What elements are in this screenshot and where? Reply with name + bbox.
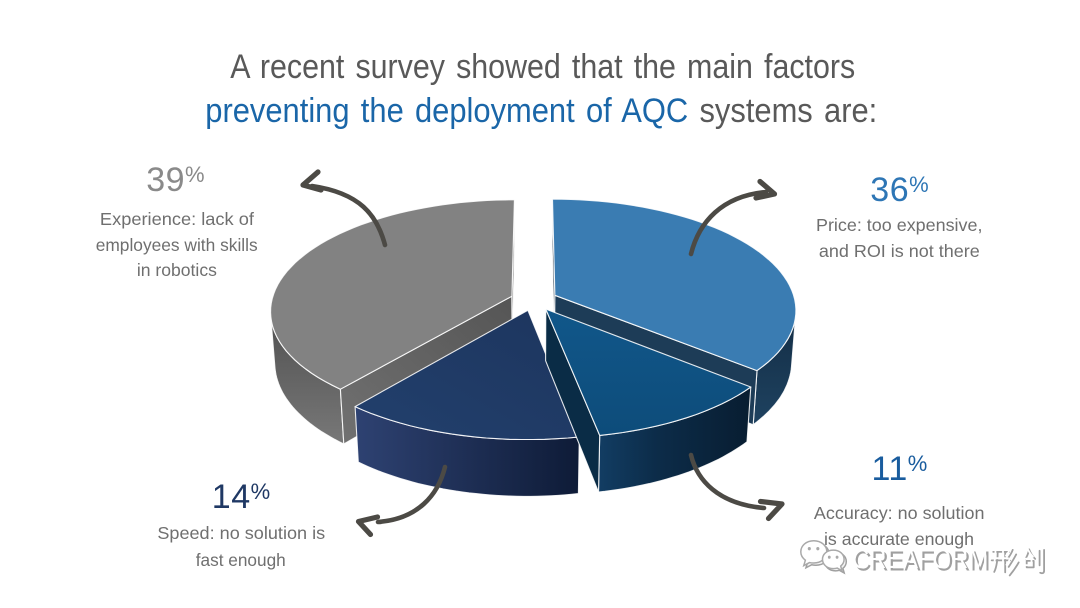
- svg-text:CREAFORM: CREAFORM: [854, 545, 990, 576]
- svg-text:CREAFORM: CREAFORM: [852, 543, 988, 574]
